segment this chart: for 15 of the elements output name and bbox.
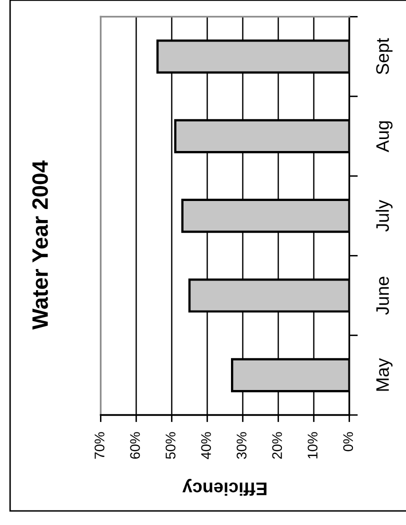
x-tick-label: 70%: [94, 432, 104, 459]
y-tick-label: Aug: [376, 121, 393, 152]
text: Water Year 2004: [32, 160, 48, 330]
x-tick-label: 60%: [130, 432, 140, 459]
x-tick-label: 30%: [236, 432, 246, 459]
x-tick-label: 10%: [308, 432, 318, 458]
x-tick-label: 40%: [201, 432, 211, 460]
y-tick-label: May: [376, 358, 393, 391]
x-axis-title: Efficiency: [182, 478, 266, 496]
x-tick-label: 20%: [272, 432, 282, 459]
y-tick-label: July: [376, 200, 393, 232]
y-tick-label: June: [376, 276, 389, 315]
x-tick-label: 0%: [343, 432, 354, 452]
y-tick-label: Sept: [376, 38, 393, 74]
x-tick-label: 50%: [166, 432, 176, 459]
